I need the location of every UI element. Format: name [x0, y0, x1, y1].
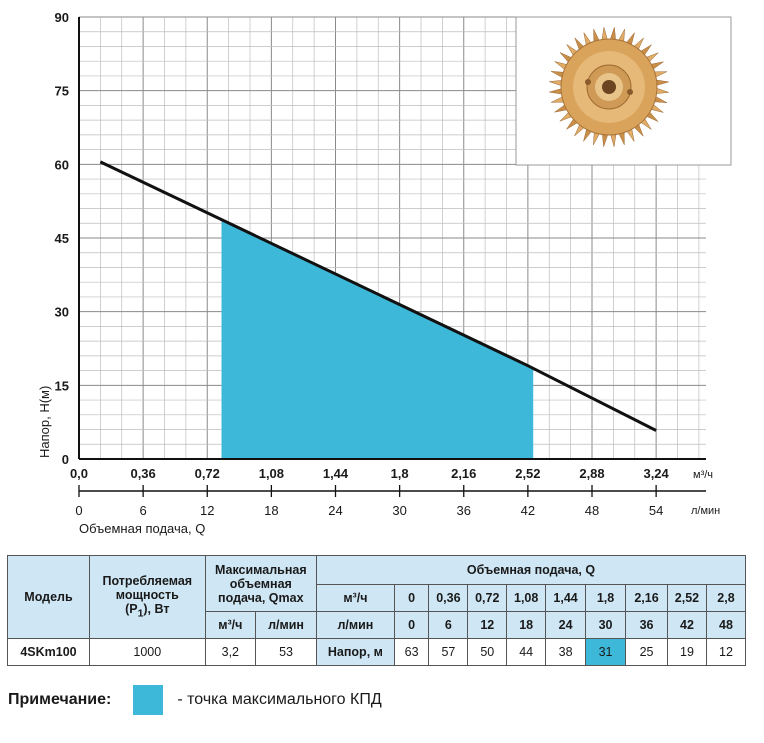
spec-table: Модель Потребляемая мощность (P1), Вт Ма…: [7, 555, 747, 666]
x-tick-label-lmin: 54: [649, 503, 663, 518]
header-power-main: Потребляемая мощность: [102, 574, 193, 603]
y-tick-label: 30: [55, 305, 69, 320]
model-cell: 4SKm100: [7, 638, 90, 666]
x-tick-label-m3h: 1,8: [391, 466, 409, 481]
qmax-lmin-cell: 53: [255, 638, 317, 666]
x-tick-label-lmin: 24: [328, 503, 342, 518]
header-power-sub-close: ), Вт: [143, 602, 170, 617]
header-power-subscript: 1: [137, 608, 144, 620]
y-axis-title: Напор, H(м): [37, 386, 52, 458]
head-value-cell: 38: [545, 638, 587, 666]
y-tick-label: 90: [55, 10, 69, 25]
x-tick-label-lmin: 12: [200, 503, 214, 518]
flow-m3h-cell: 1,08: [506, 584, 547, 612]
flow-m3h-cell: 1,44: [545, 584, 587, 612]
qmax-unit-m3h: м³/ч: [204, 611, 257, 639]
head-value-cell: 12: [705, 638, 747, 666]
max-efficiency-swatch: [133, 685, 164, 715]
x-tick-label-lmin: 36: [457, 503, 471, 518]
header-qmax: Максимальная объемная подача, Qmax: [204, 555, 318, 612]
qmax-m3h-cell: 3,2: [204, 638, 257, 666]
flow-m3h-cell: 0: [393, 584, 430, 612]
x-tick-label-m3h: 2,88: [579, 466, 604, 481]
y-tick-label: 60: [55, 157, 69, 172]
flow-m3h-cell: 2,16: [624, 584, 669, 612]
x-tick-label-lmin: 6: [140, 503, 147, 518]
head-value-cell: 44: [506, 638, 547, 666]
x-tick-label-lmin: 18: [264, 503, 278, 518]
x-tick-label-m3h: 1,08: [259, 466, 284, 481]
y-tick-label: 0: [62, 452, 69, 467]
chart-axes: [78, 17, 706, 497]
flow-m3h-cell: 1,8: [585, 584, 626, 612]
flow-lmin-cell: 42: [667, 611, 707, 639]
flow-m3h-cell: 0,36: [428, 584, 469, 612]
header-model: Модель: [7, 555, 90, 639]
flow-lmin-cell: 24: [545, 611, 587, 639]
flow-lmin-cell: 0: [393, 611, 430, 639]
head-value-cell: 63: [393, 638, 430, 666]
x-tick-label-m3h: 0,0: [70, 466, 88, 481]
flow-m3h-cell: 2,8: [705, 584, 747, 612]
flow-lmin-cell: 36: [624, 611, 669, 639]
x-tick-label-m3h: 2,16: [451, 466, 476, 481]
x-tick-label-m3h: 3,24: [643, 466, 669, 481]
y-tick-label: 15: [55, 378, 69, 393]
head-value-cell: 57: [428, 638, 469, 666]
head-value-cell: 31: [585, 638, 626, 666]
flow-m3h-cell: 2,52: [667, 584, 707, 612]
head-value-cell: 25: [624, 638, 669, 666]
x-unit-lmin: л/мин: [691, 505, 720, 517]
y-tick-label: 75: [55, 84, 69, 99]
impeller-image: [515, 16, 732, 166]
x-tick-label-m3h: 0,72: [195, 466, 220, 481]
flow-unit-lmin: л/мин: [316, 611, 395, 639]
x-tick-label-lmin: 30: [392, 503, 406, 518]
chart-grid: [78, 16, 706, 460]
flow-lmin-cell: 12: [467, 611, 508, 639]
flow-lmin-cell: 30: [585, 611, 626, 639]
x-tick-label-lmin: 48: [585, 503, 599, 518]
efficiency-zone: [221, 219, 534, 459]
flow-unit-m3h: м³/ч: [316, 584, 395, 612]
y-tick-label: 45: [55, 231, 69, 246]
x-tick-label-m3h: 1,44: [323, 466, 349, 481]
x-axis-title: Объемная подача, Q: [79, 521, 205, 536]
header-power: Потребляемая мощность (P1), Вт: [88, 555, 206, 639]
header-flow: Объемная подача, Q: [316, 555, 746, 585]
power-cell: 1000: [88, 638, 206, 666]
flow-lmin-cell: 18: [506, 611, 547, 639]
x-tick-label-lmin: 42: [521, 503, 535, 518]
head-curve-line: [99, 160, 657, 432]
head-label-cell: Напор, м: [316, 638, 395, 666]
header-power-sub-open: (P: [125, 602, 138, 617]
x-unit-m3h: м³/ч: [693, 469, 713, 481]
x-tick-label-m3h: 0,36: [130, 466, 155, 481]
legend-note: Примечание: - точка максимального КПД: [8, 684, 382, 716]
qmax-unit-lmin: л/мин: [255, 611, 317, 639]
head-value-cell: 50: [467, 638, 508, 666]
note-label: Примечание:: [8, 691, 112, 708]
flow-lmin-cell: 6: [428, 611, 469, 639]
x-tick-label-m3h: 2,52: [515, 466, 540, 481]
flow-lmin-cell: 48: [705, 611, 747, 639]
head-value-cell: 19: [667, 638, 707, 666]
note-text: - точка максимального КПД: [177, 691, 382, 708]
x-tick-label-lmin: 0: [75, 503, 82, 518]
flow-m3h-cell: 0,72: [467, 584, 508, 612]
